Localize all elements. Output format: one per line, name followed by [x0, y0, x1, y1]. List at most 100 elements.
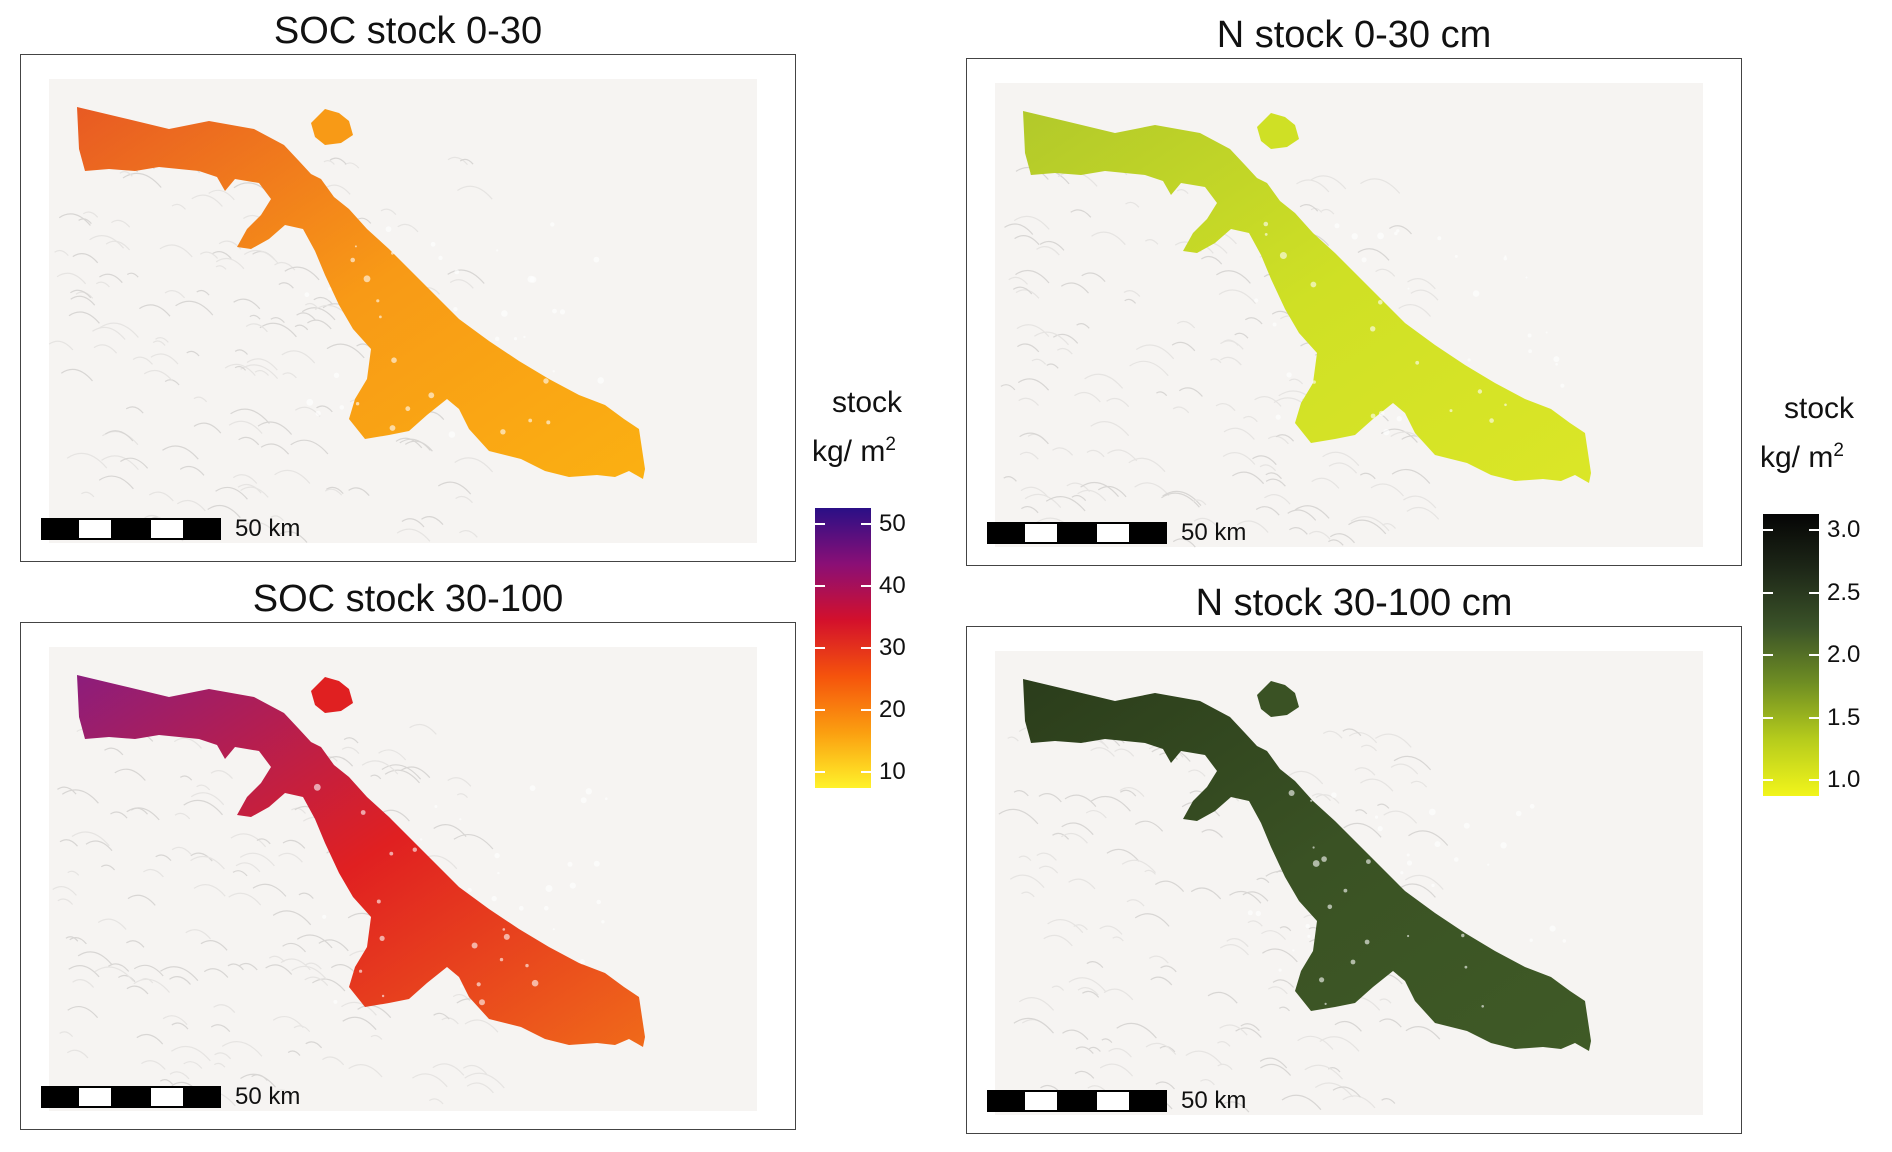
- hillshade-ridge: [1403, 495, 1437, 509]
- hillshade-ridge: [1073, 924, 1088, 931]
- hillshade-ridge: [159, 244, 193, 258]
- water-body: [1312, 846, 1315, 849]
- hillshade-ridge: [1090, 747, 1115, 757]
- hillshade-ridge: [171, 203, 186, 210]
- water-body: [1396, 229, 1400, 233]
- hillshade-ridge: [1220, 356, 1242, 366]
- hillshade-ridge: [1077, 489, 1107, 502]
- hillshade-ridge: [196, 289, 210, 296]
- hillshade-ridge: [1172, 538, 1196, 548]
- hillshade-ridge: [1119, 789, 1137, 797]
- colorbar-tick-label: 20: [879, 696, 906, 723]
- hillshade-ridge: [464, 1019, 499, 1033]
- hillshade-ridge: [296, 312, 316, 321]
- hillshade-ridge: [1126, 899, 1145, 907]
- hillshade-ridge: [99, 273, 123, 284]
- hillshade-ridge: [200, 940, 228, 951]
- water-body: [1434, 841, 1441, 848]
- hillshade-ridge: [1322, 730, 1343, 739]
- water-body: [1463, 822, 1470, 829]
- hillshade-ridge: [281, 350, 316, 364]
- colorbar-tick-label: 1.0: [1827, 766, 1861, 793]
- water-body: [1545, 331, 1548, 334]
- water-body: [1431, 883, 1435, 888]
- water-body: [363, 275, 371, 283]
- water-body: [454, 269, 460, 275]
- water-body: [322, 914, 327, 919]
- hillshade-ridge: [136, 1033, 164, 1045]
- water-body: [420, 838, 423, 841]
- water-body: [1489, 418, 1494, 423]
- hillshade-ridge: [433, 823, 467, 837]
- hillshade-ridge: [1008, 276, 1028, 285]
- water-body: [1364, 939, 1370, 945]
- hillshade-ridge: [1391, 468, 1431, 484]
- hillshade-ridge: [1114, 748, 1135, 757]
- hillshade-ridge: [1144, 869, 1156, 875]
- hillshade-ridge: [454, 457, 494, 473]
- hillshade-ridge: [1342, 728, 1362, 737]
- hillshade-ridge: [152, 340, 166, 346]
- hillshade-ridge: [1036, 246, 1060, 256]
- hillshade-ridge: [52, 886, 77, 896]
- hillshade-ridge: [278, 282, 294, 289]
- hillshade-ridge: [82, 211, 99, 218]
- hillshade-ridge: [348, 487, 370, 496]
- water-body: [1319, 977, 1325, 983]
- hillshade-ridge: [282, 942, 306, 953]
- hillshade-ridge: [1171, 341, 1196, 352]
- hillshade-ridge: [239, 962, 258, 971]
- water-body: [593, 860, 600, 867]
- hillshade-ridge: [1256, 877, 1270, 884]
- scale-bar-label: 50 km: [235, 515, 301, 542]
- hillshade-ridge: [1222, 452, 1256, 465]
- hillshade-ridge: [1275, 434, 1295, 442]
- hillshade-ridge: [1052, 832, 1070, 840]
- hillshade-ridge: [1061, 822, 1094, 836]
- hillshade-ridge: [1024, 493, 1062, 508]
- colorbar-tick: [815, 585, 825, 587]
- hillshade-ridge: [1123, 289, 1141, 297]
- hillshade-ridge: [1310, 175, 1347, 190]
- hillshade-ridge: [186, 350, 200, 357]
- water-body: [1254, 298, 1259, 303]
- hillshade-ridge: [1076, 322, 1090, 329]
- hillshade-ridge: [1031, 358, 1047, 365]
- hillshade-ridge: [54, 249, 69, 256]
- hillshade-ridge: [1108, 1048, 1132, 1058]
- hillshade-ridge: [207, 504, 241, 519]
- hillshade-ridge: [1218, 289, 1256, 304]
- hillshade-ridge: [66, 1049, 89, 1059]
- water-body: [1454, 857, 1459, 862]
- water-body: [1528, 349, 1532, 354]
- hillshade-ridge: [1091, 231, 1126, 246]
- hillshade-ridge: [114, 768, 146, 781]
- hillshade-ridge: [1379, 1018, 1402, 1028]
- hillshade-ridge: [329, 157, 347, 165]
- hillshade-ridge: [203, 968, 229, 978]
- hillshade-ridge: [1106, 848, 1140, 862]
- water-body: [1454, 254, 1458, 258]
- water-body: [1351, 233, 1358, 240]
- hillshade-ridge: [1176, 320, 1196, 329]
- hillshade-ridge: [155, 854, 172, 861]
- hillshade-ridge: [447, 156, 468, 165]
- hillshade-ridge: [1393, 755, 1432, 771]
- hillshade-ridge: [232, 474, 258, 484]
- hillshade-ridge: [1207, 991, 1238, 1004]
- colorbar-soc: 50 40 30 20 10: [815, 508, 906, 788]
- hillshade-ridge: [243, 249, 279, 264]
- hillshade-ridge: [380, 208, 397, 215]
- hillshade-ridge: [1355, 809, 1368, 815]
- hillshade-ridge: [1359, 472, 1376, 480]
- hillshade-ridge: [270, 316, 285, 323]
- hillshade-ridge: [384, 769, 420, 784]
- water-body: [1288, 790, 1295, 796]
- hillshade-ridge: [221, 1041, 263, 1057]
- hillshade-ridge: [1236, 520, 1269, 533]
- water-body: [601, 920, 605, 924]
- water-body: [1400, 871, 1404, 875]
- hillshade-ridge: [213, 1004, 236, 1013]
- hillshade-ridge: [1086, 449, 1105, 458]
- hillshade-ridge: [1405, 1026, 1441, 1040]
